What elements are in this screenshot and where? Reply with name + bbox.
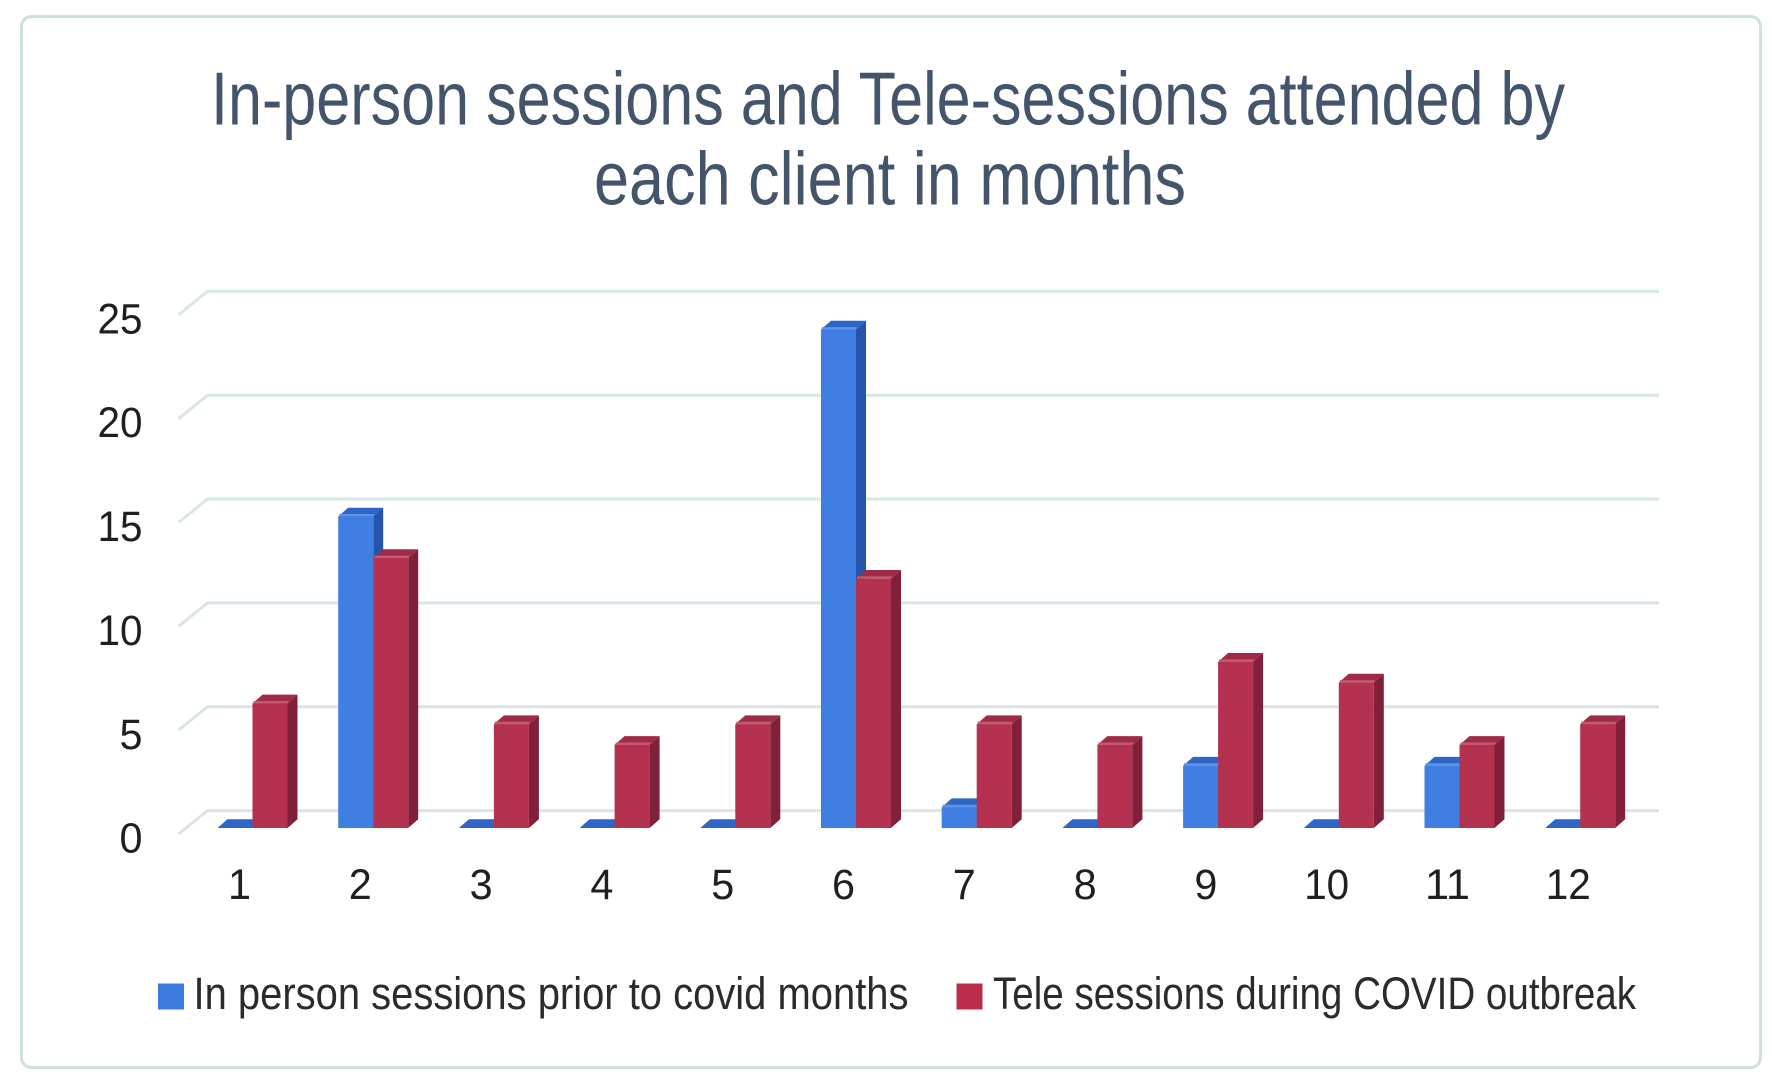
- svg-text:7: 7: [953, 861, 976, 909]
- svg-text:6: 6: [832, 861, 855, 909]
- svg-text:15: 15: [98, 503, 143, 551]
- svg-text:each client in months: each client in months: [594, 137, 1186, 221]
- svg-text:0: 0: [120, 815, 143, 863]
- svg-text:9: 9: [1194, 861, 1217, 909]
- svg-text:25: 25: [98, 295, 143, 343]
- svg-text:20: 20: [98, 399, 143, 447]
- svg-text:Tele sessions during COVID out: Tele sessions during COVID outbreak: [993, 968, 1636, 1019]
- svg-text:12: 12: [1546, 861, 1591, 909]
- svg-text:3: 3: [470, 861, 493, 909]
- svg-text:5: 5: [711, 861, 734, 909]
- svg-text:In person sessions prior to co: In person sessions prior to covid months: [194, 968, 909, 1019]
- svg-text:10: 10: [1304, 861, 1349, 909]
- svg-text:10: 10: [98, 607, 143, 655]
- svg-text:2: 2: [349, 861, 372, 909]
- svg-text:1: 1: [228, 861, 251, 909]
- svg-text:4: 4: [590, 861, 613, 909]
- svg-text:5: 5: [120, 711, 143, 759]
- svg-text:8: 8: [1074, 861, 1097, 909]
- svg-text:11: 11: [1425, 861, 1470, 909]
- svg-text:In-person sessions and Tele-se: In-person sessions and Tele-sessions att…: [211, 57, 1565, 141]
